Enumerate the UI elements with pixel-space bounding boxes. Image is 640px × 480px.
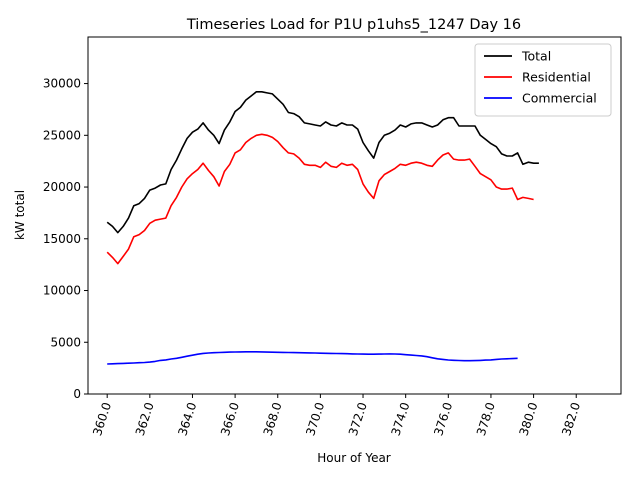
legend-label-residential: Residential [522,70,591,85]
y-axis-label: kW total [13,190,27,240]
plot-frame [87,36,622,395]
series-line-commercial [107,350,518,365]
y-tick-label: 25000 [43,128,81,142]
y-tick-label: 30000 [43,77,81,91]
series-line-total [106,91,539,234]
y-tick-label: 15000 [43,232,81,246]
y-tick-label: 5000 [50,335,81,349]
legend-label-total: Total [521,49,551,64]
legend: Total Residential Commercial [474,43,612,117]
y-tick-label: 10000 [43,284,81,298]
y-tick-label: 0 [73,387,81,401]
y-tick-label: 20000 [43,180,81,194]
x-axis-label: Hour of Year [317,451,391,465]
series-line-residential [106,133,534,265]
legend-label-commercial: Commercial [522,91,597,106]
plot-area [106,91,539,365]
chart-title: Timeseries Load for P1U p1uhs5_1247 Day … [186,17,521,33]
